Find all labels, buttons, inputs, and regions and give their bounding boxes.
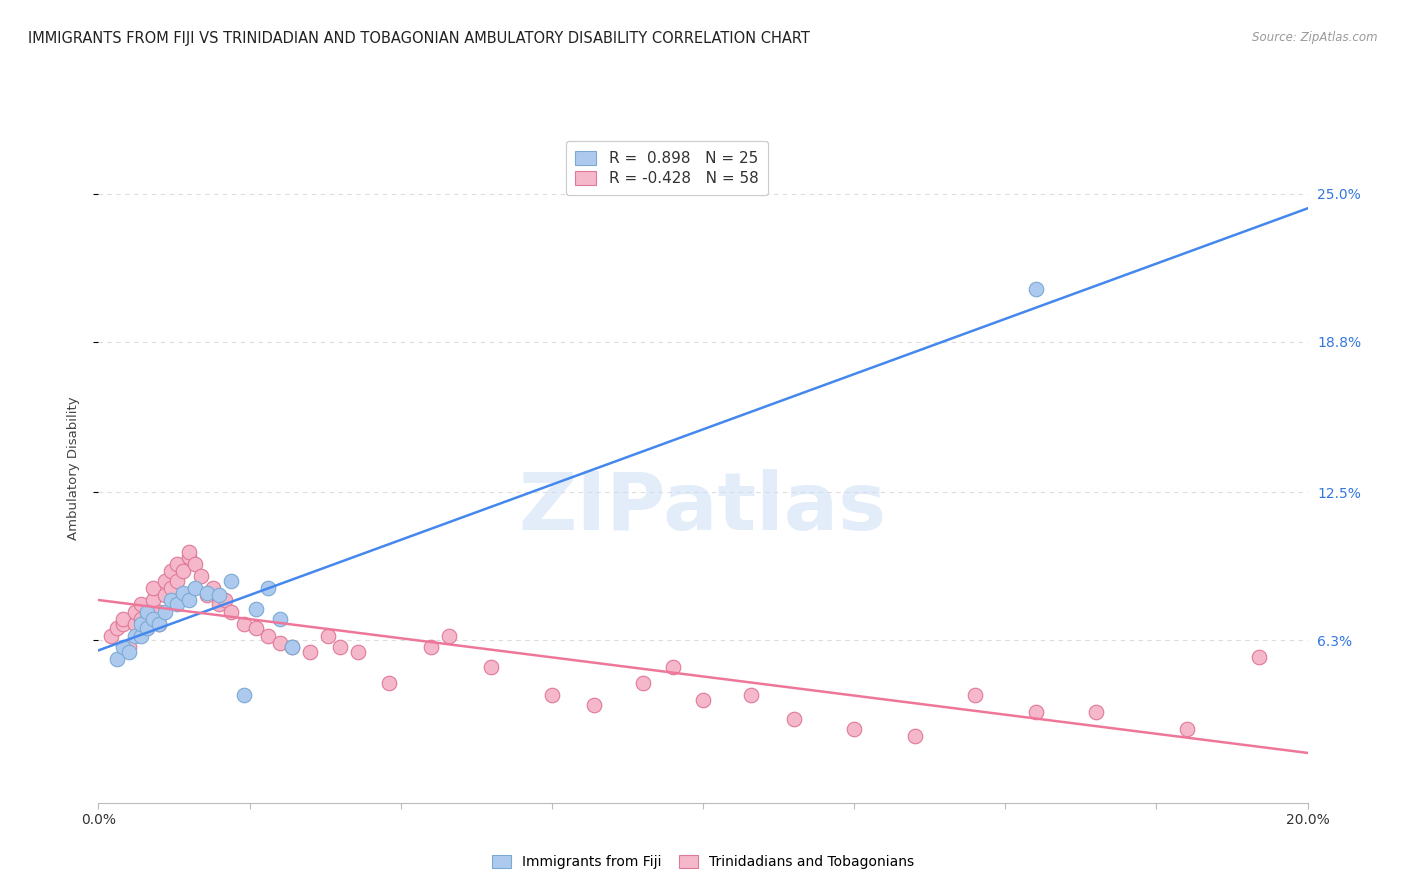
Point xyxy=(179,592,201,607)
Point xyxy=(111,616,134,631)
Point xyxy=(124,605,146,619)
Point xyxy=(148,616,170,631)
Point xyxy=(329,640,352,655)
Point xyxy=(221,605,243,619)
Point xyxy=(540,688,562,702)
Point xyxy=(245,621,267,635)
Point xyxy=(269,612,291,626)
Legend: R =  0.898   N = 25, R = -0.428   N = 58: R = 0.898 N = 25, R = -0.428 N = 58 xyxy=(565,142,768,195)
Point xyxy=(662,659,685,673)
Point xyxy=(153,605,176,619)
Point xyxy=(153,588,176,602)
Point xyxy=(692,693,714,707)
Point xyxy=(129,616,152,631)
Point xyxy=(148,605,170,619)
Y-axis label: Ambulatory Disability: Ambulatory Disability xyxy=(67,396,80,541)
Point xyxy=(583,698,606,712)
Point xyxy=(1249,650,1271,665)
Point xyxy=(256,581,278,595)
Point xyxy=(166,598,188,612)
Point xyxy=(190,569,212,583)
Point xyxy=(208,598,231,612)
Point xyxy=(129,629,152,643)
Point xyxy=(124,616,146,631)
Point xyxy=(160,581,183,595)
Point xyxy=(135,605,157,619)
Point xyxy=(214,592,236,607)
Text: ZIPatlas: ZIPatlas xyxy=(519,469,887,548)
Point xyxy=(142,612,165,626)
Point xyxy=(420,640,443,655)
Point xyxy=(232,688,254,702)
Point xyxy=(299,645,322,659)
Point xyxy=(135,621,157,635)
Text: Source: ZipAtlas.com: Source: ZipAtlas.com xyxy=(1253,31,1378,45)
Point xyxy=(208,588,231,602)
Point xyxy=(148,616,170,631)
Point xyxy=(118,645,141,659)
Point xyxy=(129,598,152,612)
Point xyxy=(135,612,157,626)
Point xyxy=(184,581,207,595)
Point xyxy=(105,652,128,666)
Point xyxy=(111,612,134,626)
Legend: Immigrants from Fiji, Trinidadians and Tobagonians: Immigrants from Fiji, Trinidadians and T… xyxy=(485,848,921,876)
Point xyxy=(142,592,165,607)
Point xyxy=(105,621,128,635)
Point xyxy=(142,581,165,595)
Point xyxy=(221,574,243,588)
Point xyxy=(281,640,304,655)
Point xyxy=(783,712,806,726)
Point xyxy=(129,612,152,626)
Point xyxy=(100,629,122,643)
Point xyxy=(179,545,201,559)
Point xyxy=(347,645,370,659)
Point xyxy=(172,564,194,578)
Point xyxy=(124,629,146,643)
Point xyxy=(153,574,176,588)
Point xyxy=(245,602,267,616)
Point xyxy=(1085,705,1108,719)
Point xyxy=(195,588,218,602)
Point xyxy=(631,676,654,690)
Point xyxy=(160,592,183,607)
Point xyxy=(179,549,201,564)
Point xyxy=(965,688,987,702)
Point xyxy=(269,636,291,650)
Point xyxy=(904,729,927,743)
Point xyxy=(172,585,194,599)
Point xyxy=(166,574,188,588)
Point xyxy=(256,629,278,643)
Point xyxy=(844,722,866,736)
Point xyxy=(281,640,304,655)
Point xyxy=(740,688,762,702)
Point xyxy=(202,581,225,595)
Text: IMMIGRANTS FROM FIJI VS TRINIDADIAN AND TOBAGONIAN AMBULATORY DISABILITY CORRELA: IMMIGRANTS FROM FIJI VS TRINIDADIAN AND … xyxy=(28,31,810,46)
Point xyxy=(135,621,157,635)
Point xyxy=(437,629,460,643)
Point xyxy=(118,640,141,655)
Point xyxy=(232,616,254,631)
Point xyxy=(111,640,134,655)
Point xyxy=(184,557,207,571)
Point xyxy=(160,564,183,578)
Point xyxy=(1024,282,1046,296)
Point xyxy=(1175,722,1198,736)
Point xyxy=(377,676,399,690)
Point xyxy=(316,629,339,643)
Point xyxy=(166,557,188,571)
Point xyxy=(481,659,503,673)
Point xyxy=(195,585,218,599)
Point xyxy=(1024,705,1046,719)
